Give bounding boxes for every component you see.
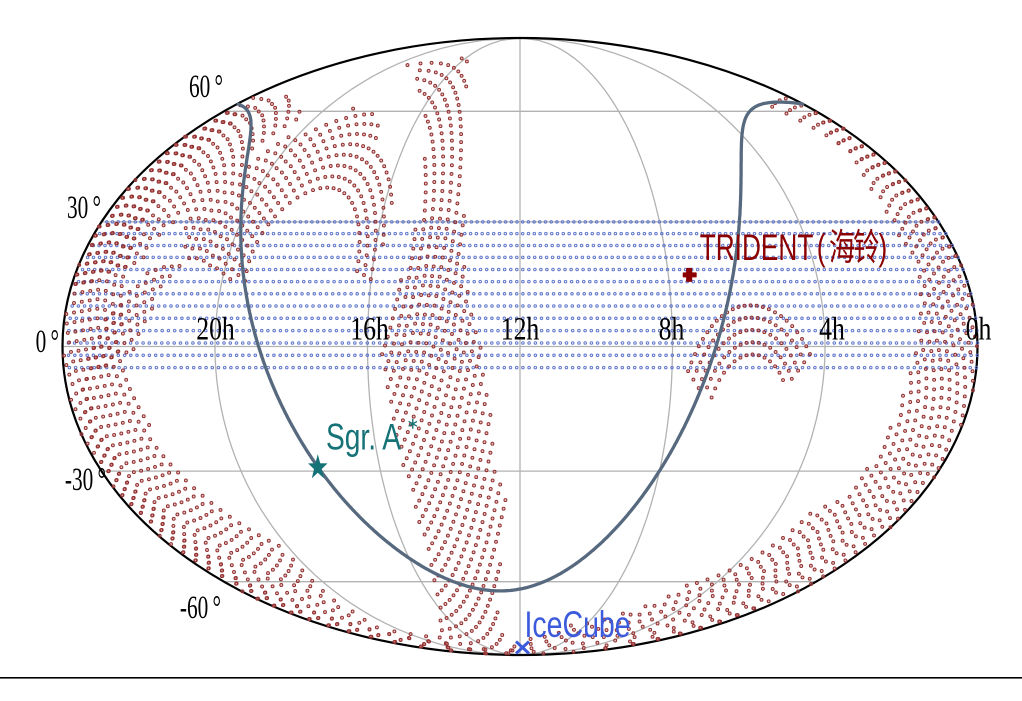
svg-text:-30 °: -30 ° [65,461,106,498]
svg-text:(: ( [817,227,826,269]
svg-text:-60 °: -60 ° [180,589,221,626]
svg-text:16h: 16h [350,312,389,348]
svg-text:IceCube: IceCube [525,604,631,646]
svg-text:30 °: 30 ° [67,189,101,226]
svg-text:Sgr. A: Sgr. A [326,416,402,458]
svg-text:): ) [879,227,888,269]
svg-text:0h: 0h [966,312,992,348]
svg-text:4h: 4h [819,312,845,348]
svg-text:60 °: 60 ° [189,68,223,105]
svg-text:8h: 8h [659,312,685,348]
svg-text:TRIDENT: TRIDENT [700,227,814,269]
svg-text:20h: 20h [196,312,235,348]
svg-text:12h: 12h [501,312,540,348]
svg-text:0 °: 0 ° [36,323,59,360]
